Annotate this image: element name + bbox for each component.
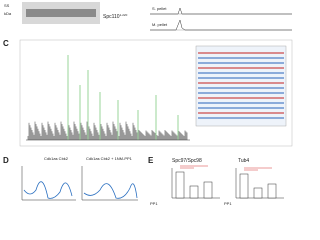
table-row: [198, 82, 284, 84]
axis: [81, 166, 138, 201]
plot-title: Tub4: [238, 158, 249, 164]
table-row: [198, 57, 284, 59]
plot-title: Cdk1as Cbk2 + 1NM-PP1: [86, 156, 133, 161]
table-row: [198, 67, 284, 69]
row-label: PP1: [150, 201, 158, 206]
table-row: [198, 117, 284, 119]
table-row: [198, 97, 284, 99]
figure: SS kDa Spc1101-220 S. pellet M. pellet C…: [3, 2, 293, 206]
plot-title: Cdk1as Cbk2: [44, 156, 69, 161]
panel-letter: D: [3, 156, 9, 165]
gel-label: kDa: [4, 11, 12, 16]
fragment-table-rows: [198, 52, 284, 119]
table-row: [198, 102, 284, 104]
band-name: Spc110: [103, 14, 120, 20]
axis: [171, 168, 284, 199]
axis: [21, 166, 76, 201]
trace-label: S. pellet: [152, 6, 167, 11]
table-row: [198, 72, 284, 74]
panel-letter: C: [3, 39, 9, 48]
table-row: [198, 107, 284, 109]
trace: [150, 7, 292, 15]
curve: [83, 183, 138, 199]
panel-letter: E: [148, 156, 154, 165]
trace-label: M. pellet: [152, 22, 168, 27]
spectrum: [27, 55, 188, 140]
band-superscript: 1-220: [120, 13, 128, 17]
table-row: [198, 112, 284, 114]
table-row: [198, 52, 284, 54]
band-label: Spc1101-220: [103, 13, 128, 20]
plot-title: Spc97/Spc98: [172, 158, 202, 164]
significance: [180, 165, 272, 171]
curve: [23, 181, 73, 199]
bars: [175, 171, 277, 199]
table-row: [198, 87, 284, 89]
row-label: PP1: [224, 201, 232, 206]
table-row: [198, 62, 284, 64]
gel-band: [26, 9, 96, 17]
gel-label: SS: [4, 3, 10, 8]
trace: [150, 19, 292, 31]
table-row: [198, 92, 284, 94]
table-row: [198, 77, 284, 79]
